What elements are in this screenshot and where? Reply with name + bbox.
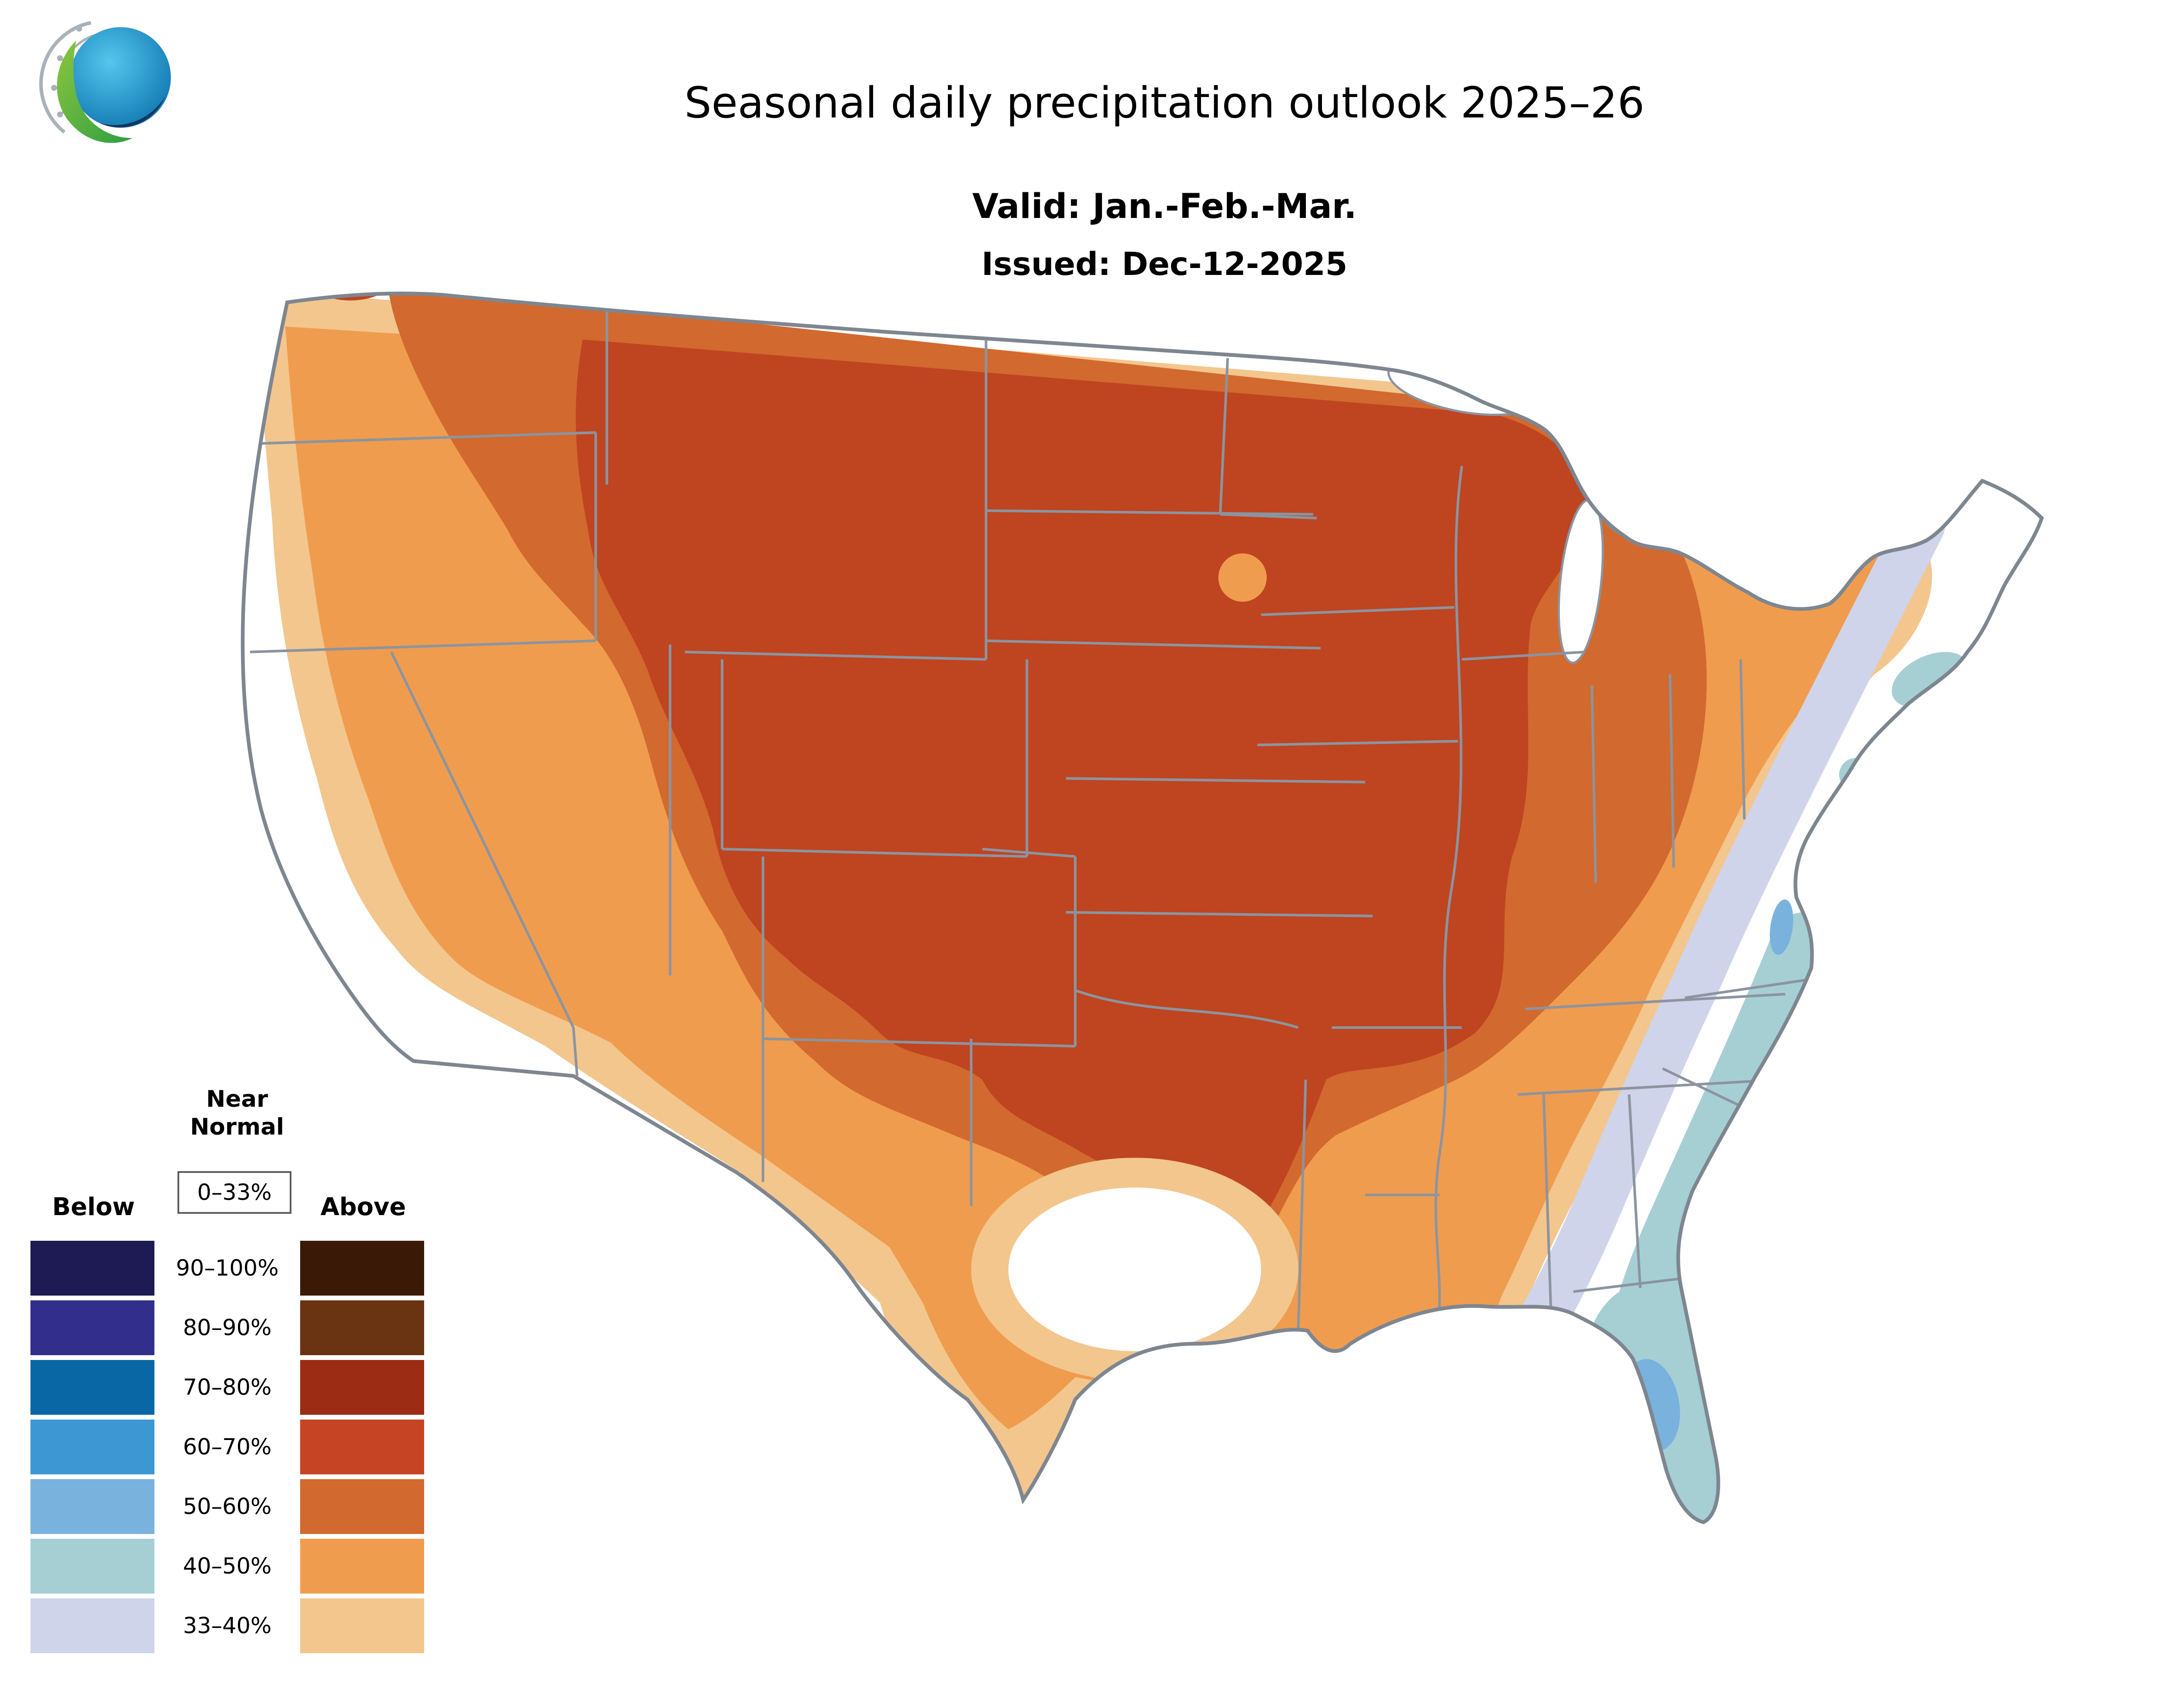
us-outline	[241, 291, 2044, 1524]
legend-above-swatch	[300, 1241, 424, 1296]
legend-below-label: Below	[52, 1193, 135, 1221]
legend-above-label: Above	[320, 1193, 406, 1221]
region-above-60-70	[576, 339, 1588, 1291]
legend-below-swatch	[30, 1539, 154, 1594]
legend-near-normal-range: 0–33%	[197, 1179, 272, 1206]
legend-range-label: 80–90%	[183, 1315, 272, 1341]
org-logo-graphic	[39, 21, 171, 143]
swoosh-icon	[100, 97, 165, 127]
state-borders	[250, 302, 1812, 1337]
legend-below-swatch	[30, 1420, 154, 1474]
legend-above-swatch	[300, 1420, 424, 1474]
legend-above-swatch	[300, 1479, 424, 1534]
legend-range-label: 60–70%	[183, 1434, 272, 1460]
org-logo	[35, 11, 183, 146]
legend-above-swatch	[300, 1539, 424, 1594]
legend-above-swatch	[300, 1598, 424, 1653]
region-above-40-50-dot	[1218, 553, 1267, 602]
legend-below-swatch	[30, 1360, 154, 1415]
legend-near-normal-swatch: 0–33%	[177, 1171, 291, 1214]
us-map-svg	[241, 291, 2044, 1524]
globe-icon	[70, 27, 171, 128]
precip-outlook-map	[109, 187, 2153, 1563]
region-near-normal-hole	[1008, 1187, 1262, 1351]
page-title: Seasonal daily precipitation outlook 202…	[684, 78, 1645, 128]
legend-range-label: 33–40%	[183, 1613, 272, 1639]
issued-subtitle: Issued: Dec-12-2025	[981, 246, 1348, 283]
legend-above-swatch	[300, 1360, 424, 1415]
legend-scale: 90–100% 80–90% 70–80% 60–70% 50–60% 40–5…	[30, 1241, 424, 1653]
legend-near-normal-label: Near Normal	[190, 1086, 284, 1140]
legend-range-label: 40–50%	[183, 1553, 272, 1579]
legend-range-label: 50–60%	[183, 1494, 272, 1520]
legend-below-swatch	[30, 1300, 154, 1355]
leaf-icon	[57, 40, 133, 143]
legend-above-swatch	[300, 1300, 424, 1355]
valid-subtitle: Valid: Jan.-Feb.-Mar.	[972, 187, 1357, 226]
legend-range-label: 70–80%	[183, 1374, 272, 1400]
region-below-50-60-chesapeake	[1770, 899, 1794, 955]
legend-below-swatch	[30, 1598, 154, 1653]
legend-below-swatch	[30, 1241, 154, 1296]
region-above-60-70-nw	[302, 293, 399, 301]
legend-range-label: 90–100%	[176, 1255, 279, 1281]
region-below-33-40-band	[1512, 501, 1945, 1353]
legend-below-swatch	[30, 1479, 154, 1534]
